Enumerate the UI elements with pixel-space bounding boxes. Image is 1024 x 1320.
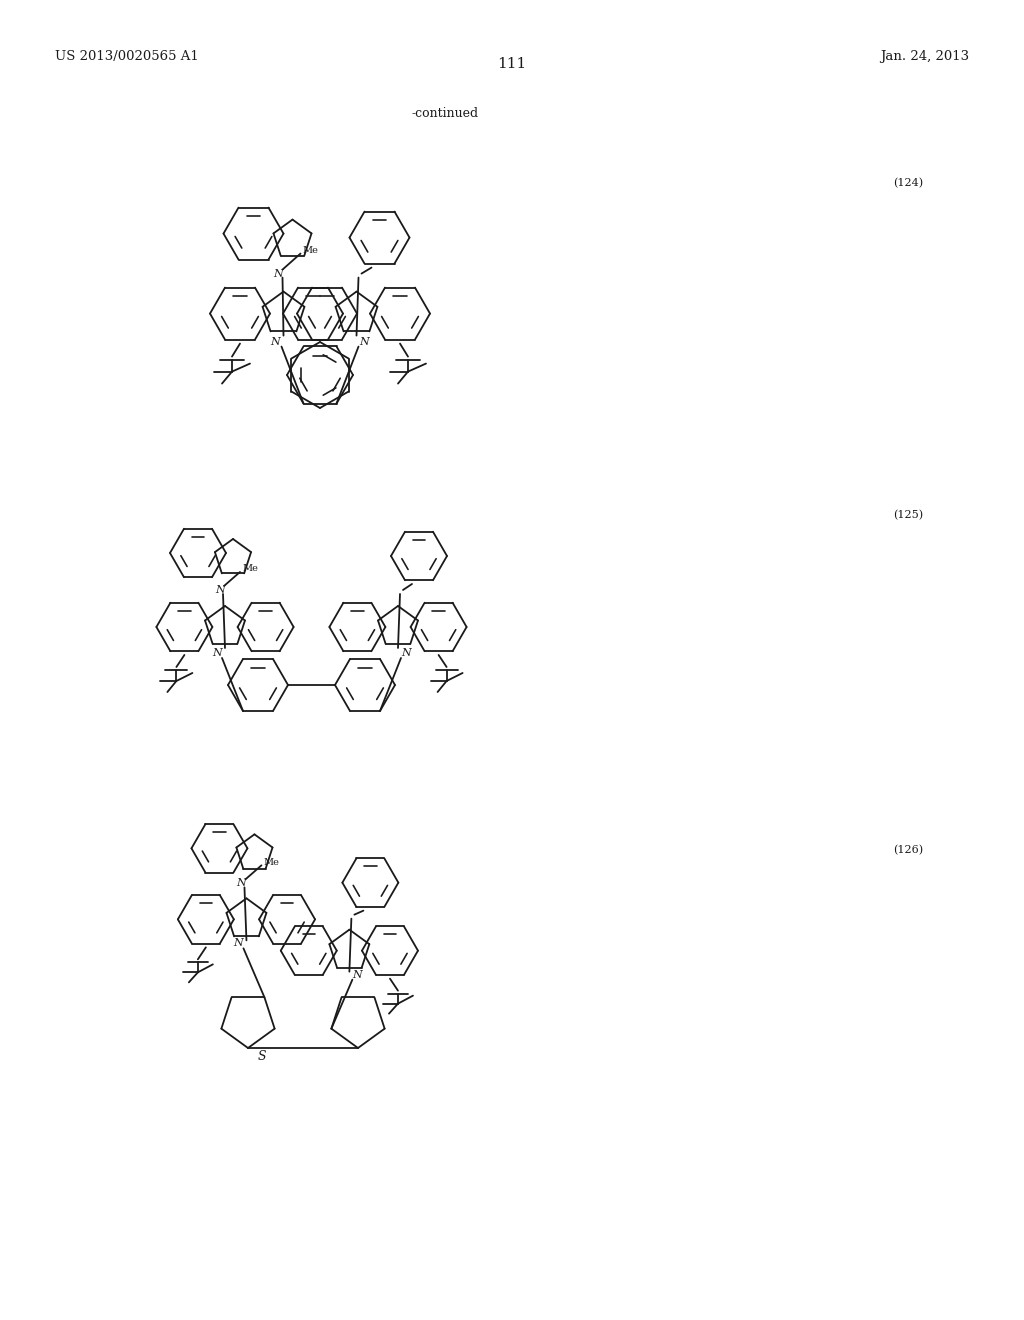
- Text: N: N: [237, 878, 247, 888]
- Text: N: N: [352, 970, 362, 979]
- Text: N: N: [273, 268, 284, 279]
- Text: Me: Me: [242, 565, 258, 573]
- Text: N: N: [233, 939, 244, 948]
- Text: N: N: [401, 648, 411, 657]
- Text: (126): (126): [893, 845, 923, 855]
- Text: 111: 111: [498, 57, 526, 71]
- Text: N: N: [212, 648, 222, 657]
- Text: N: N: [359, 337, 370, 347]
- Text: US 2013/0020565 A1: US 2013/0020565 A1: [55, 50, 199, 63]
- Text: Me: Me: [302, 246, 318, 255]
- Text: Jan. 24, 2013: Jan. 24, 2013: [880, 50, 969, 63]
- Text: -continued: -continued: [412, 107, 479, 120]
- Text: Me: Me: [263, 858, 280, 867]
- Text: (125): (125): [893, 510, 923, 520]
- Text: S: S: [258, 1049, 266, 1063]
- Text: (124): (124): [893, 178, 923, 189]
- Text: N: N: [270, 337, 281, 347]
- Text: N: N: [215, 585, 225, 595]
